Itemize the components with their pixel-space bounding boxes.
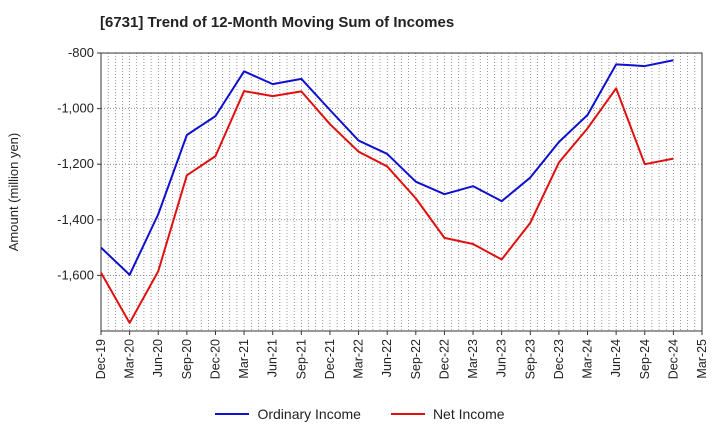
legend-swatch xyxy=(215,413,250,415)
x-tick-label: Mar-21 xyxy=(237,339,251,379)
x-tick-label: Dec-24 xyxy=(666,339,680,379)
x-tick-label: Sep-21 xyxy=(294,339,308,379)
x-tick-label: Sep-22 xyxy=(409,339,423,379)
x-tick-label: Mar-23 xyxy=(466,339,480,379)
y-tick-label: -1,200 xyxy=(57,156,94,171)
grid xyxy=(101,52,702,331)
x-tick-label: Jun-24 xyxy=(609,339,623,377)
x-tick-label: Mar-22 xyxy=(352,339,366,379)
y-axis-label: Amount (million yen) xyxy=(6,133,21,252)
y-tick-label: -1,000 xyxy=(57,101,94,116)
x-tick-label: Sep-24 xyxy=(638,339,652,379)
legend-item-ordinary-income: Ordinary Income xyxy=(215,406,361,422)
x-tick-label: Dec-22 xyxy=(437,339,451,379)
x-tick-label: Dec-19 xyxy=(94,339,108,379)
y-tick-label: -1,400 xyxy=(57,212,94,227)
x-tick-label: Mar-25 xyxy=(695,339,709,379)
y-tick-label: -1,600 xyxy=(57,267,94,282)
x-tick-label: Sep-23 xyxy=(523,339,537,379)
legend-item-net-income: Net Income xyxy=(390,406,505,422)
series-line-ordinary-income xyxy=(100,59,674,276)
x-tick-label: Dec-21 xyxy=(323,339,337,379)
x-tick-label: Dec-23 xyxy=(552,339,566,379)
x-tick-label: Mar-24 xyxy=(581,339,595,379)
x-tick-label: Jun-23 xyxy=(495,339,509,377)
y-tick-label: -800 xyxy=(68,45,94,60)
x-tick-label: Jun-21 xyxy=(266,339,280,377)
legend: Ordinary Income Net Income xyxy=(0,406,720,422)
plot-frame xyxy=(100,52,703,332)
series-lines xyxy=(100,59,674,324)
x-tick-label: Jun-22 xyxy=(380,339,394,377)
y-axis: -800 -1,000 -1,200 -1,400 -1,600 xyxy=(57,45,101,282)
x-tick-label: Sep-20 xyxy=(180,339,194,379)
x-tick-label: Jun-20 xyxy=(151,339,165,377)
x-tick-label: Mar-20 xyxy=(123,339,137,379)
legend-swatch xyxy=(390,413,425,415)
legend-label: Net Income xyxy=(432,406,505,422)
x-axis: Dec-19 Mar-20 Jun-20 Sep-20 Dec-20 Mar-21 Jun-… xyxy=(94,331,709,379)
legend-label: Ordinary Income xyxy=(257,406,361,422)
series-line-net-income xyxy=(100,87,674,324)
x-tick-label: Dec-20 xyxy=(208,339,222,379)
chart-title: [6731] Trend of 12-Month Moving Sum of I… xyxy=(100,14,455,31)
